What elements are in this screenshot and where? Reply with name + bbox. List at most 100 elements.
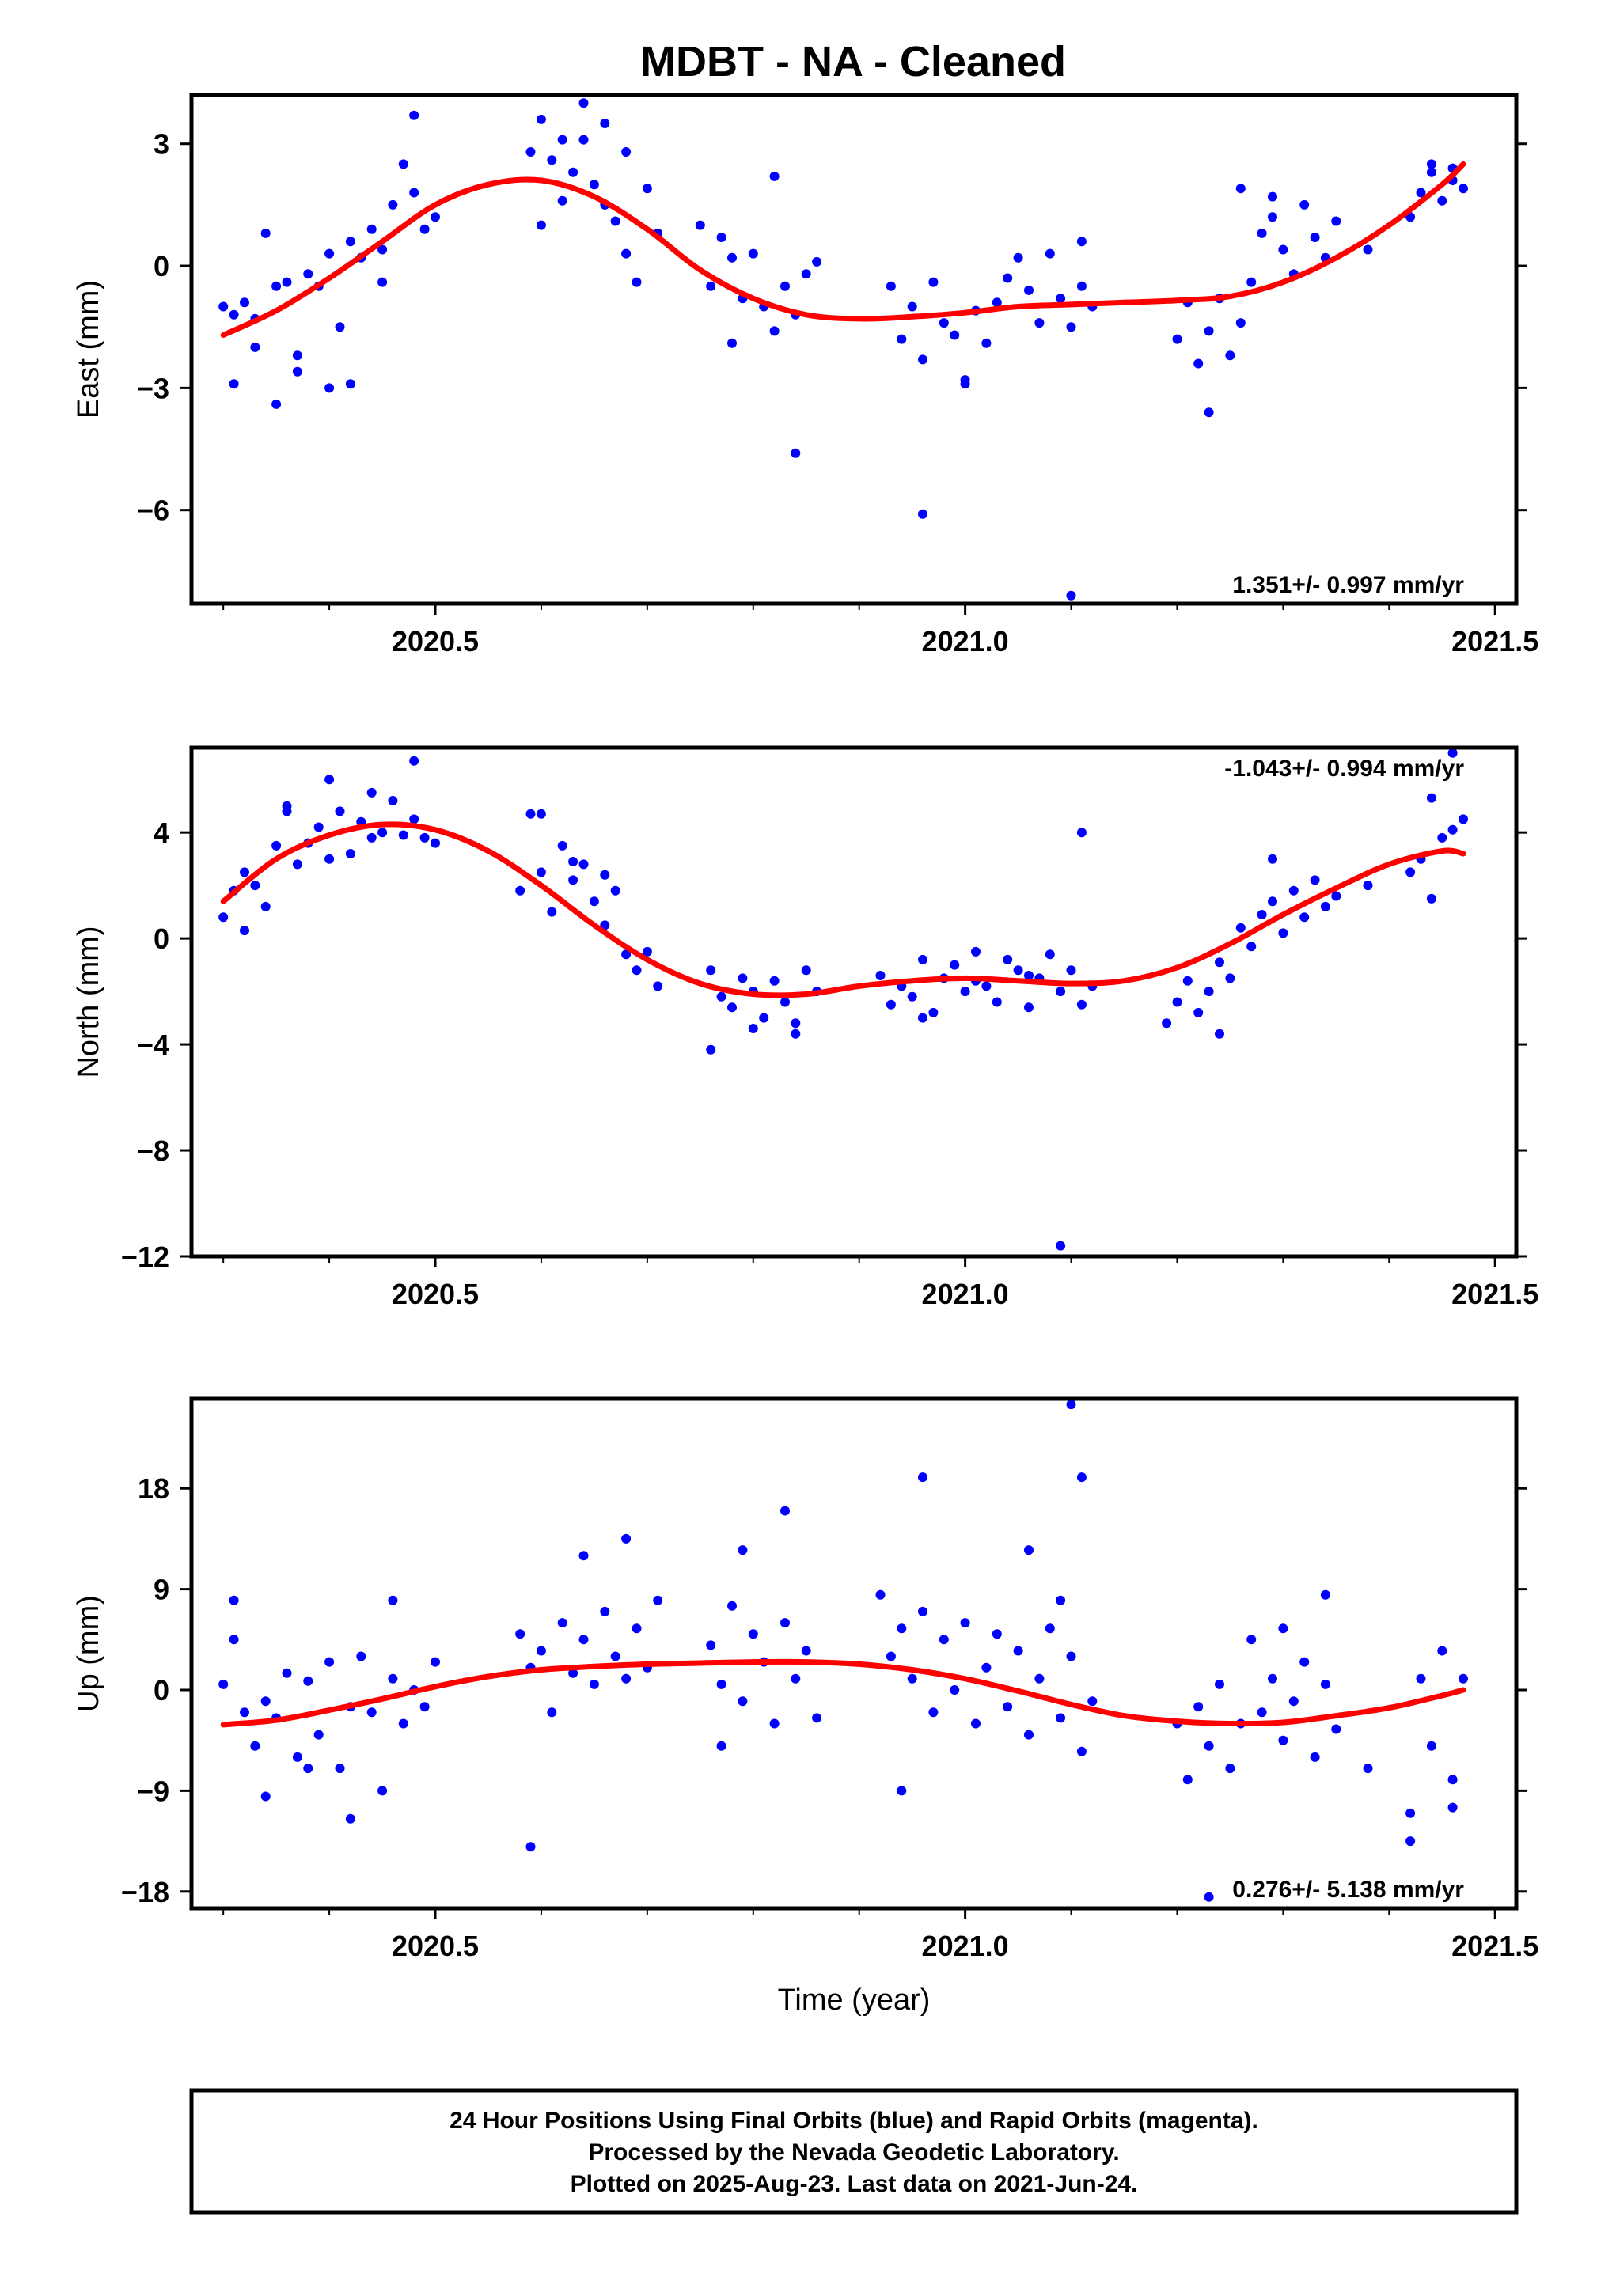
up-point (653, 1595, 663, 1605)
up-point (388, 1595, 398, 1605)
east-point (240, 297, 249, 308)
east-point (632, 277, 642, 287)
east-plot-frame (189, 93, 1519, 606)
east-point (1459, 184, 1468, 194)
up-point (419, 1702, 430, 1712)
east-point (1204, 326, 1214, 336)
north-point (1076, 828, 1087, 838)
north-point (282, 801, 292, 811)
north-point (260, 901, 271, 911)
up-point (716, 1741, 726, 1751)
north-point (706, 965, 716, 976)
east-point (780, 281, 790, 291)
east-point (610, 216, 620, 226)
north-ylabel: North (mm) (72, 926, 105, 1078)
north-point (1193, 1007, 1204, 1017)
up-point (589, 1679, 599, 1689)
up-fit-curve (220, 1658, 1466, 1728)
up-ytick-label: 9 (154, 1574, 169, 1606)
east-point (812, 256, 822, 267)
east-point (271, 281, 282, 291)
north-point (960, 987, 970, 997)
north-point (568, 875, 578, 885)
east-point (431, 212, 440, 222)
north-point (1405, 867, 1416, 877)
east-point (1024, 285, 1034, 295)
up-point (738, 1696, 748, 1707)
north-point (1066, 965, 1076, 976)
up-point (398, 1718, 408, 1729)
up-point (918, 1472, 927, 1483)
up-xtick-label: 2020.5 (392, 1930, 479, 1962)
east-point (292, 366, 302, 377)
east-point (377, 244, 388, 255)
north-point (240, 867, 249, 877)
east-point (409, 188, 419, 198)
north-point (398, 830, 408, 840)
north-point (1331, 891, 1341, 901)
east-point (250, 342, 260, 352)
north-point (801, 965, 811, 976)
up-point (801, 1646, 811, 1656)
north-ytick-label: 4 (154, 816, 169, 849)
up-point (1087, 1696, 1098, 1707)
north-point (610, 885, 620, 896)
east-point (1172, 334, 1182, 344)
north-point (748, 1024, 758, 1033)
up-ytick-label: −9 (137, 1775, 169, 1807)
up-point (780, 1506, 790, 1516)
up-point (366, 1707, 377, 1718)
east-point (1235, 318, 1246, 328)
north-point (918, 1013, 927, 1023)
up-point (1204, 1892, 1214, 1902)
east-point (918, 509, 927, 519)
panel-up: 18 9 0 −9 −18 2020.5 2021.0 2021.5 Up (mm) 0.276+… (72, 1396, 1538, 2017)
north-point (366, 787, 377, 798)
up-point (1003, 1702, 1013, 1712)
east-point (578, 135, 589, 145)
north-point (1172, 997, 1182, 1007)
up-ytick-label: 0 (154, 1674, 169, 1707)
up-point (240, 1707, 249, 1718)
north-point (525, 809, 536, 819)
up-point (897, 1786, 907, 1796)
up-point (1459, 1673, 1468, 1684)
up-point (1320, 1589, 1330, 1600)
east-point (578, 98, 589, 108)
up-point (229, 1595, 239, 1605)
north-point (621, 949, 632, 960)
up-point (345, 1813, 355, 1824)
caption-line-3: Plotted on 2025-Aug-23. Last data on 202… (571, 2171, 1138, 2197)
north-point (324, 854, 335, 864)
up-point (525, 1842, 536, 1852)
caption-frame (189, 2088, 1519, 2215)
north-point (918, 954, 927, 964)
up-point (632, 1623, 642, 1634)
east-xtick-label: 2021.5 (1451, 625, 1538, 657)
east-point (1278, 244, 1288, 255)
north-point (600, 870, 610, 880)
up-point (918, 1606, 927, 1616)
east-point (1235, 184, 1246, 194)
up-xlabel: Time (year) (778, 1983, 931, 2017)
north-point (1299, 912, 1310, 923)
up-point (377, 1786, 388, 1796)
up-point (981, 1662, 992, 1673)
north-point (1426, 793, 1436, 803)
up-point (1056, 1713, 1066, 1723)
east-point (1299, 199, 1310, 210)
up-point (727, 1601, 737, 1611)
east-point (1076, 281, 1087, 291)
north-point (1246, 942, 1257, 952)
east-point (886, 281, 896, 291)
north-xtick-label: 2021.5 (1451, 1278, 1538, 1310)
up-point (1246, 1635, 1257, 1645)
east-points (218, 98, 1468, 601)
east-point (950, 330, 960, 340)
east-point (1268, 212, 1277, 222)
east-point (271, 399, 282, 409)
east-xtick-label: 2020.5 (392, 625, 479, 657)
east-point (1045, 248, 1055, 259)
north-point (218, 912, 229, 923)
north-point (1182, 976, 1193, 986)
